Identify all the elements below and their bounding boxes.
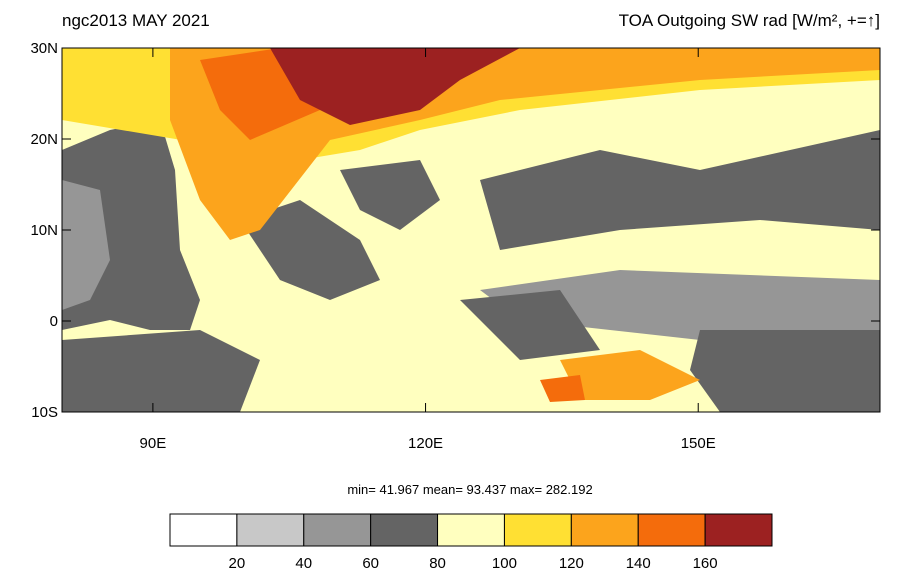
stats-text: min= 41.967 mean= 93.437 max= 282.192 — [347, 482, 592, 497]
map-field — [62, 48, 880, 412]
colorbar-box — [236, 513, 305, 547]
title-left: ngc2013 MAY 2021 — [62, 11, 210, 30]
colorbar-label: 40 — [295, 555, 312, 572]
y-tick-label: 30N — [30, 40, 58, 57]
colorbar-box — [437, 513, 505, 547]
colorbar-label: 120 — [559, 555, 584, 572]
x-tick-label: 150E — [681, 435, 716, 452]
colorbar-box — [370, 513, 439, 547]
y-tick-label: 0 — [50, 313, 58, 330]
y-tick-label: 10S — [31, 404, 58, 421]
colorbar-label: 80 — [429, 555, 446, 572]
colorbar-label: 100 — [492, 555, 517, 572]
colorbar-label: 20 — [229, 555, 246, 572]
y-tick-label: 20N — [30, 131, 58, 148]
title-right: TOA Outgoing SW rad [W/m², +=↑] — [619, 11, 880, 30]
colorbar-box — [704, 513, 773, 547]
colorbar-label: 140 — [626, 555, 651, 572]
colorbar-box — [570, 513, 639, 547]
x-tick-label: 90E — [140, 435, 167, 452]
colorbar-box — [169, 513, 238, 547]
colorbar-box — [303, 513, 372, 547]
colorbar-box — [503, 513, 572, 547]
y-tick-label: 10N — [30, 222, 58, 239]
colorbar-label: 60 — [362, 555, 379, 572]
colorbar-box — [637, 513, 706, 547]
colorbar-label: 160 — [693, 555, 718, 572]
x-tick-label: 120E — [408, 435, 443, 452]
